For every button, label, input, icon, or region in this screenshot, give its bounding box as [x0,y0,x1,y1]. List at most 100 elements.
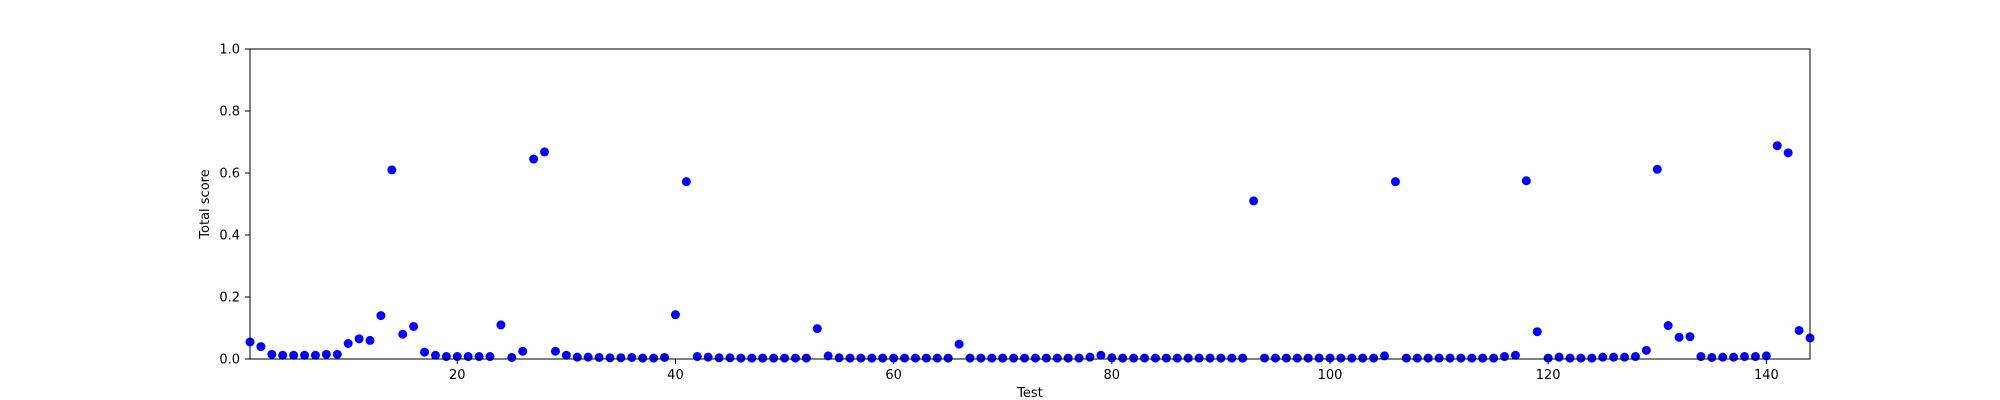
plot-frame [249,48,1811,360]
data-point [1598,352,1608,362]
data-point [758,353,768,363]
data-point [583,352,593,362]
data-point [1663,321,1673,331]
data-point [540,147,550,157]
y-axis-label: Total score [198,169,213,239]
data-point [976,353,986,363]
data-point [1456,353,1466,363]
data-point [441,352,451,362]
data-point [670,310,680,320]
data-point [332,349,342,359]
y-tick-label: 0.8 [219,105,240,120]
y-tick-label: 1.0 [219,43,240,58]
data-point [452,352,462,362]
data-point [692,352,702,362]
data-point [398,329,408,339]
data-point [1020,353,1030,363]
data-point [1347,353,1357,363]
data-point [1009,353,1019,363]
data-point [496,320,506,330]
data-point [321,349,331,359]
data-point [300,350,310,360]
data-point [1358,353,1368,363]
data-point [921,353,931,363]
data-point [365,335,375,345]
data-point [518,346,528,356]
x-tick-label: 100 [1318,368,1343,383]
data-point [1205,353,1215,363]
data-point [474,352,484,362]
data-point [1696,352,1706,362]
data-point [1194,353,1204,363]
data-point [845,353,855,363]
data-point [812,324,822,334]
data-point [910,353,920,363]
data-point [1401,353,1411,363]
data-point [1630,352,1640,362]
data-point [1609,352,1619,362]
data-point [1380,351,1390,361]
data-point [1150,353,1160,363]
data-point [932,353,942,363]
data-point [1521,176,1531,186]
data-point [409,321,419,331]
data-point [1685,332,1695,342]
data-point [1674,332,1684,342]
data-point [681,177,691,187]
data-point [1216,353,1226,363]
x-tick-label: 120 [1536,368,1561,383]
data-point [834,353,844,363]
data-point [1543,353,1553,363]
data-point [616,353,626,363]
x-tick-label: 40 [667,368,684,383]
data-point [965,353,975,363]
data-point [747,353,757,363]
data-point [1434,353,1444,363]
data-point [987,353,997,363]
data-point [387,165,397,175]
data-point [572,352,582,362]
x-tick-label: 20 [449,368,466,383]
data-point [1281,353,1291,363]
data-point [790,353,800,363]
data-point [1183,353,1193,363]
data-point [627,352,637,362]
data-point [1270,353,1280,363]
data-point [1707,352,1717,362]
data-point [1292,353,1302,363]
data-point [420,347,430,357]
data-point [900,353,910,363]
y-tick-label: 0.6 [219,167,240,182]
data-point [1161,353,1171,363]
data-point [878,353,888,363]
y-tick-label: 0.4 [219,229,240,244]
data-point [1620,352,1630,362]
data-point [1129,353,1139,363]
data-point [1729,352,1739,362]
data-point [1369,353,1379,363]
data-point [278,350,288,360]
data-point [1467,353,1477,363]
data-point [867,353,877,363]
data-point [561,350,571,360]
data-point [1336,353,1346,363]
data-point [1390,177,1400,187]
data-point [529,154,539,164]
data-point [463,352,473,362]
data-point [1412,353,1422,363]
data-point [594,352,604,362]
data-point [998,353,1008,363]
data-point [343,339,353,348]
data-point [1238,353,1248,363]
data-point [889,353,899,363]
data-point [943,353,953,363]
data-point [256,342,266,352]
data-point [1041,353,1051,363]
data-point [1107,353,1117,363]
data-point [1565,353,1575,363]
data-point [550,346,560,356]
data-point [1718,352,1728,362]
data-point [1030,353,1040,363]
data-point [1478,353,1488,363]
